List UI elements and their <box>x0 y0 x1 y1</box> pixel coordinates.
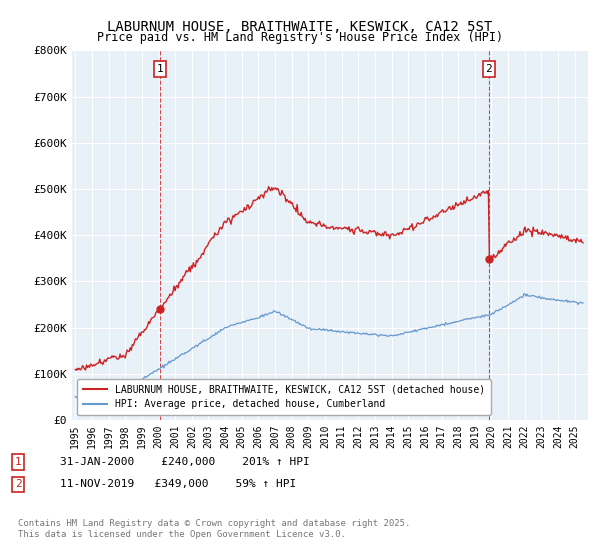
Text: 2: 2 <box>14 479 22 489</box>
Text: 1: 1 <box>14 457 22 467</box>
Text: 11-NOV-2019   £349,000    59% ↑ HPI: 11-NOV-2019 £349,000 59% ↑ HPI <box>60 479 296 489</box>
Text: LABURNUM HOUSE, BRAITHWAITE, KESWICK, CA12 5ST: LABURNUM HOUSE, BRAITHWAITE, KESWICK, CA… <box>107 20 493 34</box>
Legend: LABURNUM HOUSE, BRAITHWAITE, KESWICK, CA12 5ST (detached house), HPI: Average pr: LABURNUM HOUSE, BRAITHWAITE, KESWICK, CA… <box>77 379 491 415</box>
Text: 2: 2 <box>485 64 493 74</box>
Text: 31-JAN-2000    £240,000    201% ↑ HPI: 31-JAN-2000 £240,000 201% ↑ HPI <box>60 457 310 467</box>
Text: Price paid vs. HM Land Registry's House Price Index (HPI): Price paid vs. HM Land Registry's House … <box>97 31 503 44</box>
Text: 1: 1 <box>157 64 163 74</box>
Text: Contains HM Land Registry data © Crown copyright and database right 2025.
This d: Contains HM Land Registry data © Crown c… <box>18 520 410 539</box>
